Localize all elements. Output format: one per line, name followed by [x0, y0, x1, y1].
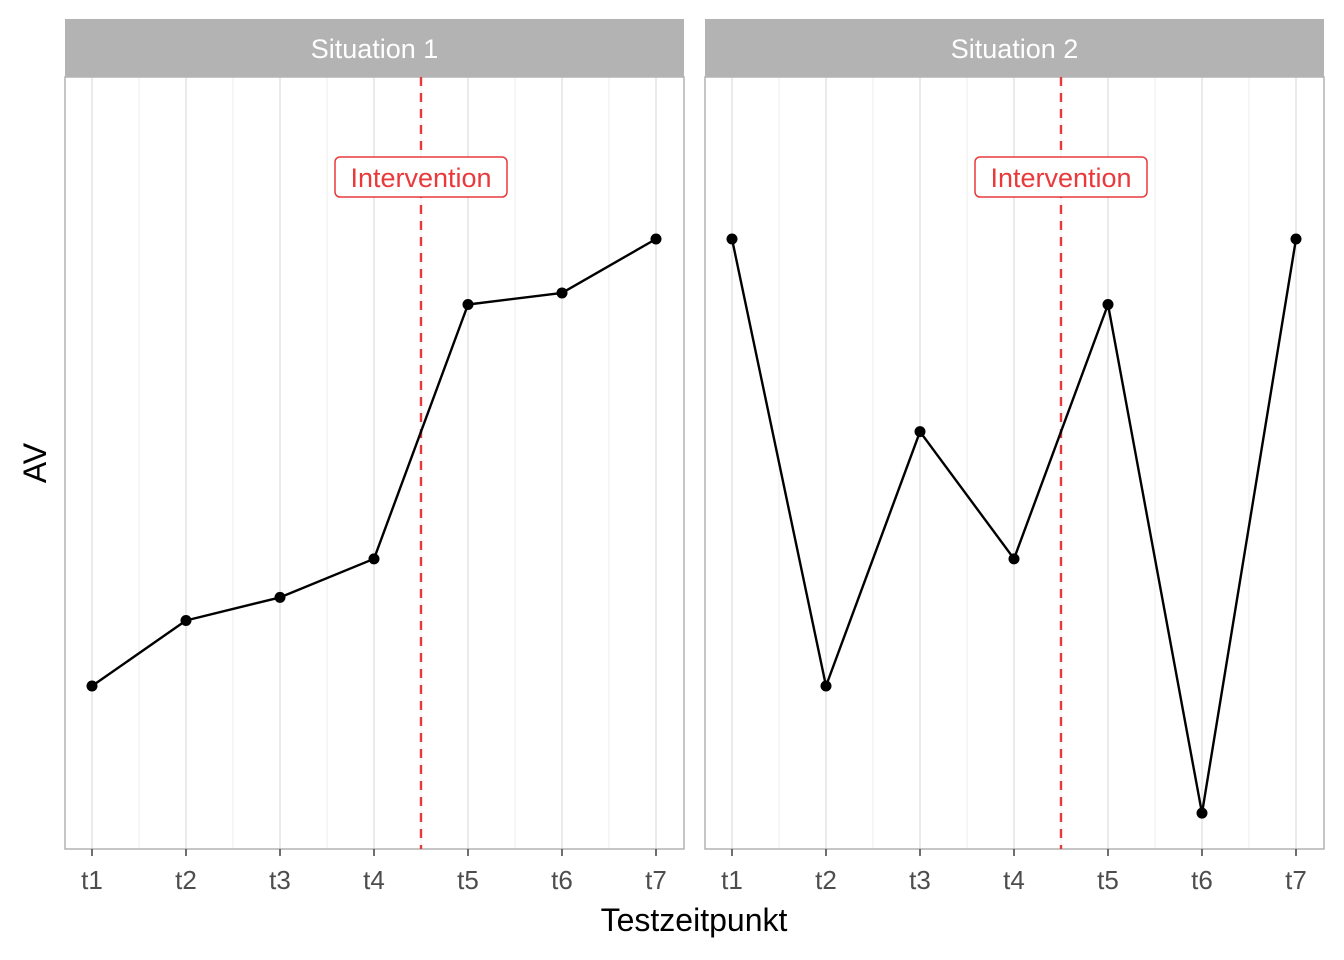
panel-title: Situation 2 [951, 34, 1079, 64]
x-tick-label: t3 [909, 865, 931, 895]
data-point [1290, 233, 1302, 245]
panel-strip [65, 19, 684, 77]
intervention-label-box [334, 156, 508, 198]
x-tick-label: t4 [363, 865, 385, 895]
x-tick-label: t2 [815, 865, 837, 895]
x-tick-label: t1 [81, 865, 103, 895]
panel-1: Situation 1 Intervention t1 t2 t3 t4 t5 t6 t7 [64, 19, 685, 895]
data-point [650, 233, 662, 245]
data-point [462, 299, 474, 311]
data-point [1008, 553, 1020, 565]
data-point [180, 614, 192, 626]
x-tick-label: t6 [551, 865, 573, 895]
y-axis-title: AV [17, 442, 53, 483]
panel-title: Situation 1 [311, 34, 439, 64]
intervention-label: Intervention [990, 163, 1131, 193]
x-tick-label: t2 [175, 865, 197, 895]
panel-2: Situation 2 Intervention t1 t2 t3 t4 t5 t6 t7 [704, 19, 1325, 895]
intervention-label: Intervention [350, 163, 491, 193]
x-tick-label: t7 [645, 865, 667, 895]
data-point [86, 680, 98, 692]
data-point [556, 287, 568, 299]
x-axis-title: Testzeitpunkt [601, 902, 788, 938]
data-point [368, 553, 380, 565]
data-point [726, 233, 738, 245]
intervention-label-box [974, 156, 1148, 198]
data-point [914, 426, 926, 438]
x-tick-label: t5 [1097, 865, 1119, 895]
data-point [820, 680, 832, 692]
data-point [274, 591, 286, 603]
data-point [1196, 807, 1208, 819]
x-tick-label: t4 [1003, 865, 1025, 895]
panel-strip [705, 19, 1324, 77]
x-tick-label: t6 [1191, 865, 1213, 895]
x-tick-label: t5 [457, 865, 479, 895]
x-tick-label: t7 [1285, 865, 1307, 895]
data-point [1102, 299, 1114, 311]
x-tick-label: t3 [269, 865, 291, 895]
x-tick-label: t1 [721, 865, 743, 895]
